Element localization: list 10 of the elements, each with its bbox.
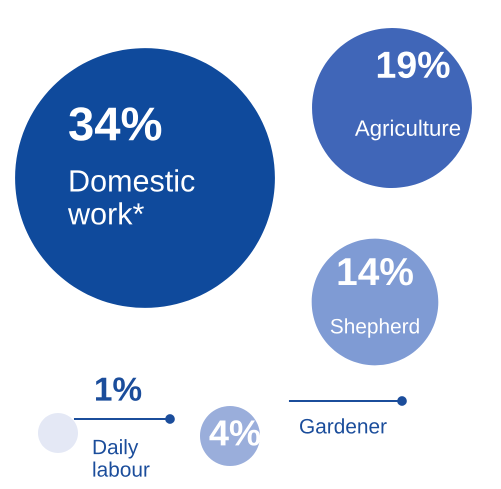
- data-label: 4%: [209, 420, 260, 446]
- category-label: Agriculture: [354, 120, 460, 140]
- data-label: 19%: [378, 52, 450, 78]
- category-label: Domestic work*: [68, 169, 195, 225]
- data-label: 34%: [69, 107, 162, 141]
- category-label: Gardener: [300, 418, 387, 434]
- data-label: 1%: [96, 377, 142, 401]
- data-label: 14%: [338, 258, 413, 286]
- category-label: Shepherd: [330, 318, 419, 338]
- category-label: Daily labour: [93, 439, 150, 477]
